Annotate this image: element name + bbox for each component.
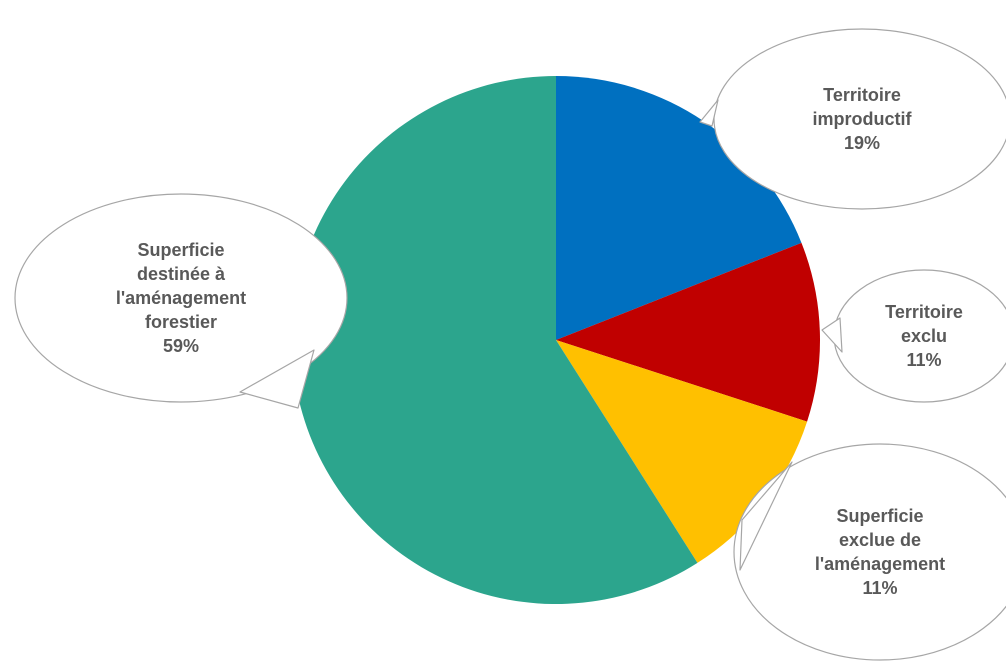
pie-slice	[292, 76, 698, 604]
data-label-text: Superficie exclue de l'aménagement 11%	[815, 506, 945, 598]
data-label-value: 11%	[862, 578, 897, 598]
callout-pointer	[699, 99, 719, 127]
data-label-line: l'aménagement	[815, 554, 945, 574]
data-label-value: 59%	[163, 336, 199, 356]
data-label-line: forestier	[145, 312, 217, 332]
data-label-line: exclu	[901, 326, 947, 346]
data-label-line: Superficie	[137, 240, 224, 260]
data-label-text: Territoire exclu 11%	[885, 302, 963, 370]
callout-pointer	[739, 461, 793, 571]
pie-slice	[556, 340, 808, 563]
data-label-callout: Territoire improductif 19%	[699, 28, 1006, 210]
callout-pointer	[239, 349, 315, 409]
data-label-line: improductif	[813, 109, 913, 129]
callout-bubble	[733, 443, 1006, 661]
data-label-line: exclue de	[839, 530, 921, 550]
data-label-line: destinée à	[137, 264, 226, 284]
data-label-line: Superficie	[836, 506, 923, 526]
data-label-line: l'aménagement	[116, 288, 246, 308]
data-label-text: Superficie destinée à l'aménagement foresti…	[116, 240, 246, 356]
data-label-callout: Territoire exclu 11%	[821, 269, 1006, 403]
data-label-callout: Superficie destinée à l'aménagement foresti…	[14, 193, 348, 409]
callouts-layer: Territoire improductif 19% Territoire exclu 1…	[14, 28, 1006, 661]
data-label-text: Territoire improductif 19%	[813, 85, 913, 153]
slices-layer	[292, 76, 821, 604]
pie-slice	[556, 76, 802, 340]
data-label-line: Territoire	[885, 302, 963, 322]
callout-bubble	[14, 193, 348, 403]
data-label-value: 11%	[906, 350, 941, 370]
callout-pointer	[821, 317, 843, 353]
data-label-value: 19%	[844, 133, 880, 153]
data-label-callout: Superficie exclue de l'aménagement 11%	[733, 443, 1006, 661]
pie-slice	[556, 242, 821, 422]
data-label-line: Territoire	[823, 85, 901, 105]
